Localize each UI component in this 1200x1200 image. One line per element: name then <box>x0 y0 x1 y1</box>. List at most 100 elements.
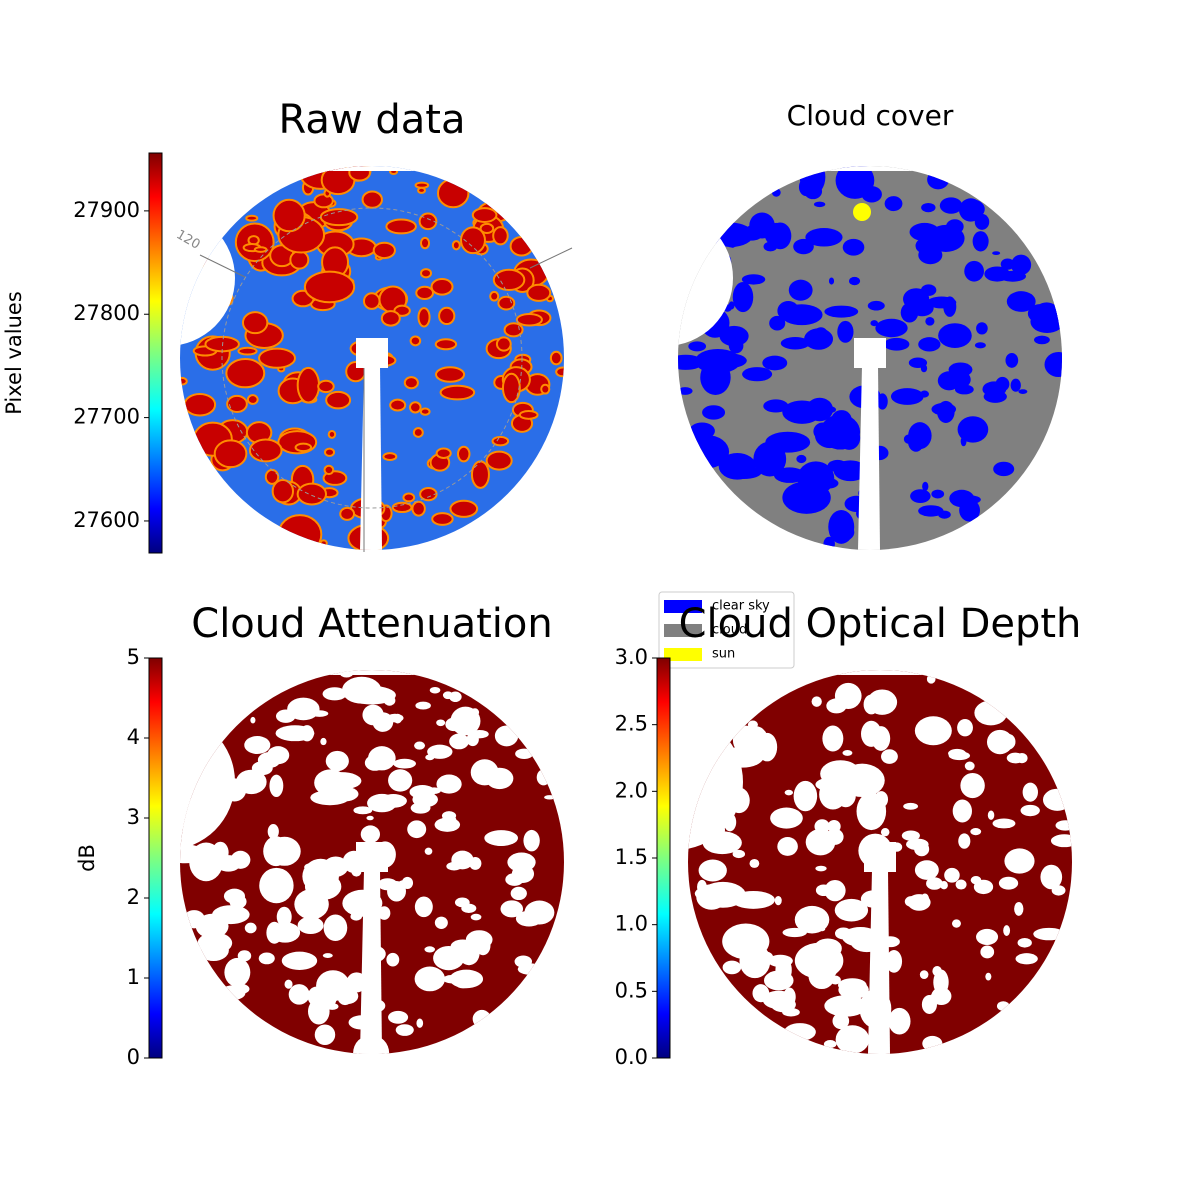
image-blob <box>485 450 513 471</box>
image-blob <box>813 201 826 208</box>
image-blob <box>281 951 318 971</box>
legend-swatch <box>664 600 702 613</box>
image-blob <box>386 952 400 967</box>
image-blob <box>811 696 822 707</box>
colorbar-tick-label: 0.5 <box>615 978 648 1002</box>
azimuth-line <box>199 254 246 278</box>
image-blob <box>264 468 280 485</box>
image-blob <box>944 867 960 883</box>
image-blob <box>430 278 454 296</box>
image-blob <box>815 884 832 897</box>
image-blob <box>926 877 943 890</box>
image-blob <box>246 394 259 405</box>
image-blob <box>434 916 448 929</box>
image-blob <box>770 807 803 829</box>
colorbar-tick-label: 0 <box>127 1045 140 1069</box>
image-blob <box>922 1035 943 1052</box>
image-blob <box>417 186 426 194</box>
image-blob <box>946 219 964 234</box>
image-blob <box>1044 351 1062 378</box>
image-blob <box>906 838 929 851</box>
legend-label: cloud <box>712 623 747 638</box>
image-blob <box>774 895 782 906</box>
legend-label: clear sky <box>712 599 770 614</box>
image-notch <box>678 210 733 346</box>
image-blob <box>386 713 404 723</box>
image-blob <box>702 405 726 420</box>
image-blob <box>296 366 321 404</box>
image-blob <box>389 398 407 412</box>
image-blob <box>189 842 224 882</box>
image-blob <box>253 246 268 253</box>
image-blob <box>841 927 880 947</box>
image-blob <box>918 505 944 517</box>
image-blob <box>536 769 551 786</box>
image-blob <box>777 837 798 856</box>
image-blob <box>711 860 722 872</box>
image-blob <box>1000 258 1015 270</box>
image-blob <box>1033 927 1065 941</box>
image-blob <box>451 240 461 251</box>
image-blob <box>241 311 269 335</box>
image-blob <box>500 900 524 918</box>
image-blob <box>815 865 827 872</box>
image-blob <box>215 855 241 872</box>
image-blob <box>881 749 898 764</box>
image-blob <box>229 894 247 909</box>
image-blob <box>960 495 981 504</box>
colorbar <box>656 657 671 1059</box>
image-blob <box>391 501 413 514</box>
azimuth-ring <box>221 207 523 509</box>
image-blob <box>443 975 460 984</box>
image-blob <box>974 700 1008 726</box>
image-blob <box>388 1010 409 1024</box>
image-blob <box>449 691 462 703</box>
image-blob <box>198 939 229 962</box>
panel: Cloud cover clear sky cloud sun <box>658 99 1062 669</box>
panel-title: Raw data <box>279 97 466 143</box>
colorbar-tick-label: 2.0 <box>615 778 648 802</box>
image-blob <box>368 746 396 771</box>
image-blob <box>918 246 933 260</box>
image-blob <box>544 795 556 800</box>
image-blob <box>267 824 279 840</box>
image-blob <box>908 357 928 368</box>
image-blob <box>258 952 275 965</box>
image-blob <box>555 366 564 378</box>
image-blob <box>328 786 359 802</box>
colorbar-tick-label: 1 <box>127 965 140 989</box>
image-blob <box>387 881 406 902</box>
image-blob <box>1022 782 1038 802</box>
image-blob <box>225 358 266 389</box>
image-blob <box>226 394 248 413</box>
image-blob <box>678 387 693 395</box>
image-blob <box>505 873 524 886</box>
image-blob <box>456 982 470 989</box>
legend: clear sky cloud sun <box>658 591 795 669</box>
image-blob <box>325 390 352 410</box>
image-blob <box>908 431 924 452</box>
image-blob <box>885 950 903 973</box>
shadowband-head <box>854 338 886 368</box>
image-blob <box>1003 925 1011 937</box>
image-blob <box>272 198 306 233</box>
image-notch <box>180 714 235 850</box>
image-blob <box>380 310 401 327</box>
image-blob <box>828 277 835 285</box>
image-blob <box>339 506 356 521</box>
image-blob <box>449 969 484 989</box>
image-blob <box>775 956 792 984</box>
image-blob <box>960 772 985 799</box>
image-blob <box>419 407 431 416</box>
image-blob <box>964 761 975 771</box>
image-blob <box>270 922 301 943</box>
image-blob <box>867 689 898 715</box>
image-blob <box>517 963 543 975</box>
colorbar-label: Pixel values <box>2 291 26 415</box>
image-blob <box>985 381 999 396</box>
image-blob <box>688 341 707 352</box>
image-blob <box>479 222 495 234</box>
colorbar-label: dB <box>75 844 99 872</box>
image-blob <box>732 940 749 948</box>
image-blob <box>1050 834 1072 848</box>
